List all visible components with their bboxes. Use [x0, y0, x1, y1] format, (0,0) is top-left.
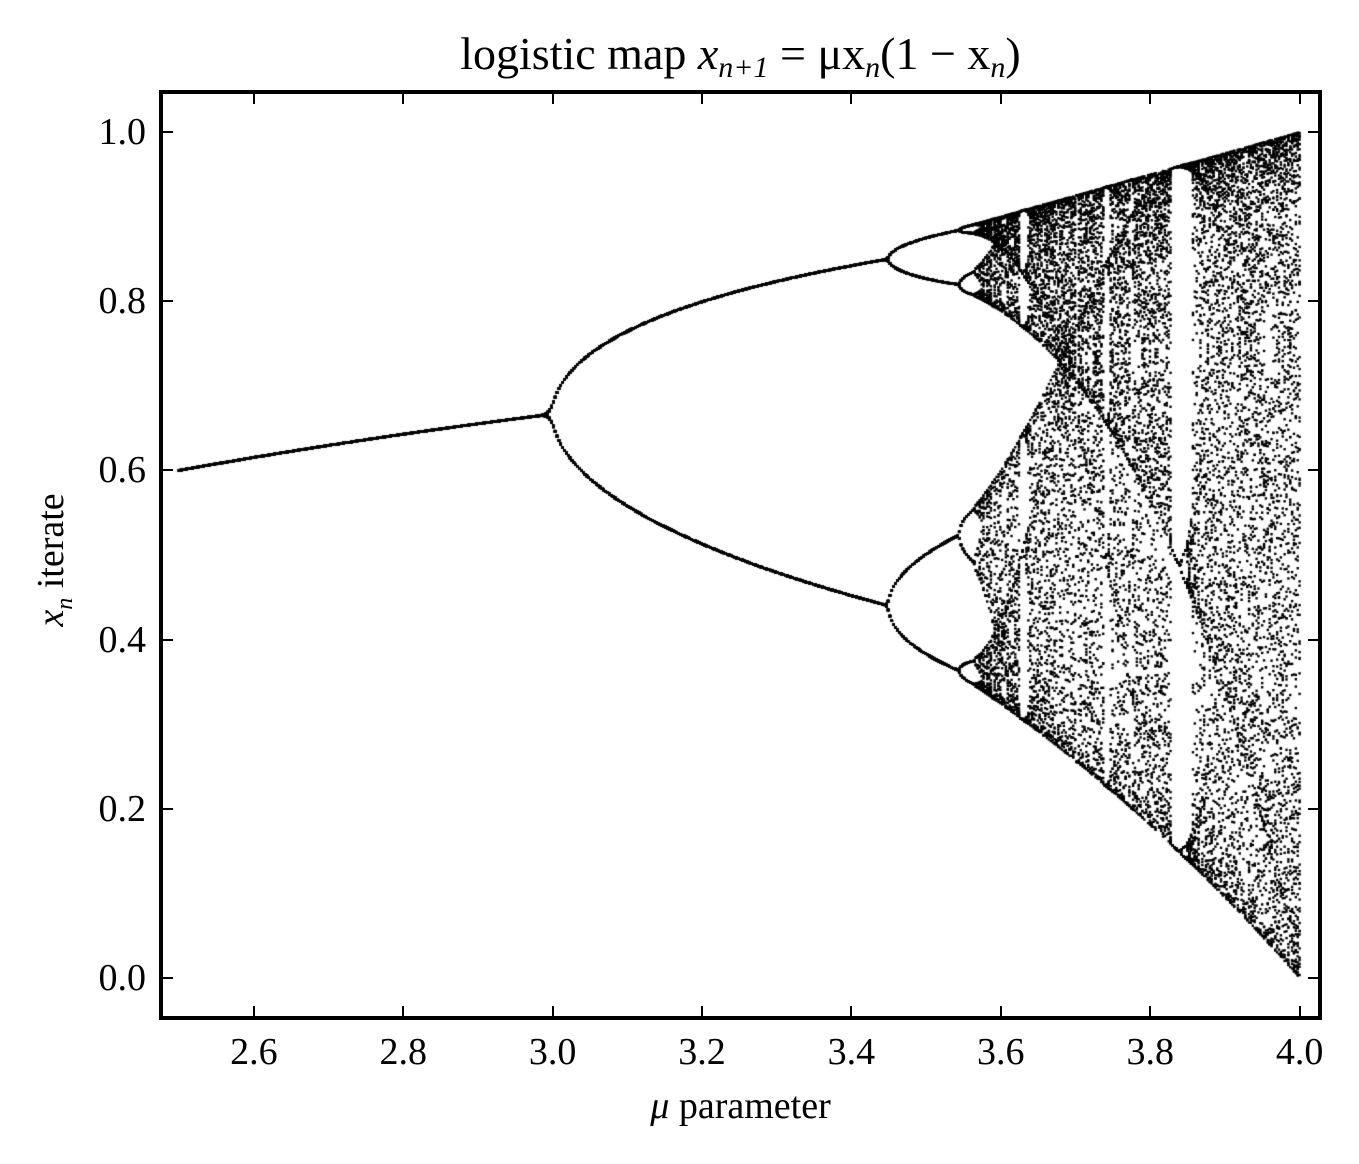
- x-axis-label: μ parameter: [650, 1085, 831, 1127]
- y-tick-right: [1308, 300, 1322, 303]
- x-tick-top: [1298, 90, 1301, 104]
- x-tick-top: [402, 90, 405, 104]
- y-tick-label: 0.0: [98, 956, 147, 999]
- x-tick-bottom: [1149, 1006, 1152, 1020]
- x-tick-label: 3.0: [528, 1031, 577, 1073]
- x-tick-top: [551, 90, 554, 104]
- x-tick-label: 2.8: [379, 1031, 428, 1073]
- x-tick-top: [1149, 90, 1152, 104]
- y-tick-left: [159, 638, 173, 641]
- x-tick-label: 3.6: [977, 1031, 1025, 1073]
- x-tick-label: 3.2: [678, 1031, 726, 1073]
- x-tick-label: 2.6: [230, 1031, 278, 1073]
- y-tick-left: [159, 131, 173, 134]
- x-tick-bottom: [850, 1006, 853, 1020]
- y-tick-label: 0.8: [98, 280, 147, 323]
- x-tick-top: [701, 90, 704, 104]
- y-tick-left: [159, 976, 173, 979]
- y-tick-label: 0.6: [98, 449, 147, 492]
- y-tick-left: [159, 807, 173, 810]
- x-tick-top: [850, 90, 853, 104]
- y-tick-right: [1308, 807, 1322, 810]
- x-tick-bottom: [1298, 1006, 1301, 1020]
- x-tick-label: 3.8: [1126, 1031, 1174, 1073]
- y-tick-right: [1308, 976, 1322, 979]
- x-tick-bottom: [402, 1006, 405, 1020]
- x-tick-label: 4.0: [1275, 1031, 1324, 1073]
- y-tick-left: [159, 469, 173, 472]
- y-tick-label: 0.4: [98, 618, 147, 661]
- x-tick-bottom: [701, 1006, 704, 1020]
- y-tick-left: [159, 300, 173, 303]
- y-axis-label: xn iterate: [30, 493, 78, 627]
- bifurcation-scatter: [161, 92, 1320, 1018]
- x-tick-label: 3.4: [827, 1031, 876, 1073]
- y-tick-right: [1308, 131, 1322, 134]
- x-tick-bottom: [252, 1006, 255, 1020]
- x-tick-top: [252, 90, 255, 104]
- title-equation: xn+1 = μxn(1 − xn): [697, 28, 1021, 84]
- title-prefix: logistic map: [460, 28, 698, 79]
- y-tick-label: 0.2: [98, 787, 147, 830]
- y-tick-right: [1308, 469, 1322, 472]
- chart-title: logistic map xn+1 = μxn(1 − xn): [0, 24, 1359, 98]
- y-tick-right: [1308, 638, 1322, 641]
- x-tick-bottom: [551, 1006, 554, 1020]
- x-tick-top: [999, 90, 1002, 104]
- y-tick-label: 1.0: [98, 111, 147, 154]
- x-tick-bottom: [999, 1006, 1002, 1020]
